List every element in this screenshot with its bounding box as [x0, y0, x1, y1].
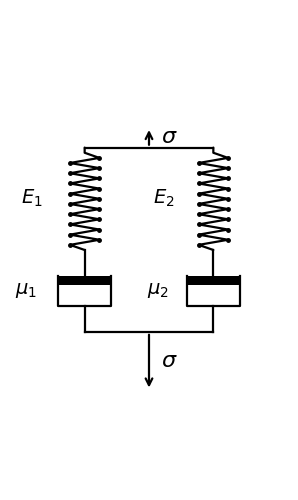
- Bar: [187, 276, 240, 284]
- Text: $E_1$: $E_1$: [21, 188, 43, 210]
- Text: $\sigma$: $\sigma$: [161, 128, 177, 148]
- Bar: [58, 276, 111, 284]
- Text: $E_2$: $E_2$: [153, 188, 174, 210]
- Text: $\mu_2$: $\mu_2$: [147, 282, 169, 300]
- Text: $\mu_1$: $\mu_1$: [15, 282, 37, 300]
- Text: $\sigma$: $\sigma$: [161, 351, 177, 371]
